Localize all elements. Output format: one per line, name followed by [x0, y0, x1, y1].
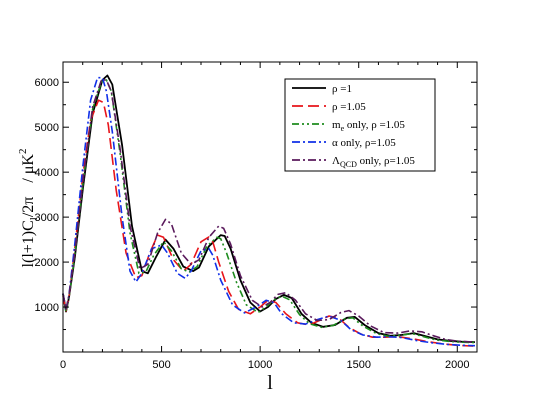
legend-label-3: me only, ρ =1.05: [332, 119, 405, 133]
legend-label-5: ΛQCD only, ρ=1.05: [332, 155, 415, 169]
series-line-4: [62, 76, 476, 347]
y-axis-label-after: /2π: [20, 197, 37, 218]
legend-label-2: ρ =1.05: [332, 101, 366, 113]
series-layer: [62, 74, 476, 347]
legend-label-4: α only, ρ=1.05: [332, 137, 396, 149]
y-axis-unit: / μK: [20, 154, 37, 183]
ticks-layer: 0 500 1000 1500 2000 1000 2000 3000 4000 5000 6000: [35, 62, 477, 371]
y-axis-label-sub: l: [28, 217, 40, 220]
y-axis-label-main: l(l+1)C: [20, 220, 37, 267]
y-tick-label: 5000: [35, 122, 59, 134]
series-line-5: [62, 79, 476, 343]
legend-box: [284, 78, 436, 172]
x-tick-label: 2000: [445, 359, 469, 371]
y-axis-label: l(l+1)Cl/2π / μK2: [17, 149, 40, 268]
y-axis-unit-sup: 2: [17, 149, 29, 155]
y-tick-label: 2000: [35, 257, 59, 269]
legend-items: ρ =1 ρ =1.05 me only, ρ =1.05 α only, ρ=1.0…: [292, 83, 415, 169]
legend: ρ =1 ρ =1.05 me only, ρ =1.05 α only, ρ=1.0…: [284, 78, 436, 172]
x-axis-label: l: [267, 372, 273, 394]
y-tick-label: 6000: [35, 77, 59, 89]
y-tick-label: 4000: [35, 167, 59, 179]
svg-text:l(l+1)Cl/2π/ μK2: l(l+1)Cl/2π / μK2: [17, 149, 40, 268]
y-tick-label: 1000: [35, 302, 59, 314]
x-tick-label: 1500: [346, 359, 370, 371]
y-tick-label: 3000: [35, 212, 59, 224]
x-tick-label: 0: [60, 359, 66, 371]
x-tick-label: 500: [152, 359, 170, 371]
legend-label-1: ρ =1: [332, 83, 352, 95]
series-line-1: [62, 74, 476, 343]
x-tick-label: 1000: [248, 359, 272, 371]
plot-frame: [62, 61, 478, 353]
